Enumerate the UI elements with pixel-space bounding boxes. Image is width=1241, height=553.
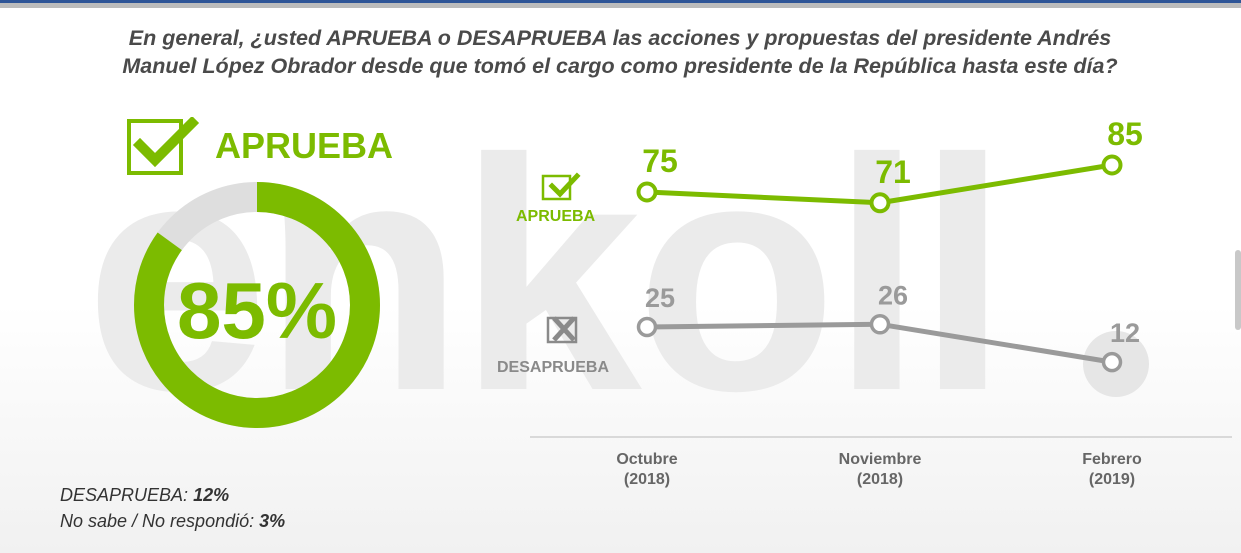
data-point-disapprove: [869, 314, 891, 335]
data-point-disapprove: [1101, 351, 1123, 373]
survey-question-line-2: Manuel López Obrador desde que tomó el c…: [122, 54, 1118, 78]
x-tick-label: Febrero (2019): [1042, 450, 1182, 490]
x-tick-label: Octubre (2018): [577, 450, 717, 490]
x-tick-month: Febrero: [1082, 451, 1142, 468]
data-label-approve: 85: [1107, 116, 1143, 152]
top-accent-bar: [0, 0, 1241, 8]
data-point-approve: [636, 181, 658, 203]
survey-question: En general, ¿usted APRUEBA o DESAPRUEBA …: [40, 24, 1200, 80]
x-tick-year: (2018): [623, 471, 671, 488]
data-label-approve: 71: [875, 154, 911, 190]
top-accent-grey: [0, 3, 1241, 8]
data-point-disapprove: [636, 316, 658, 338]
enkoll-watermark: enkoll: [85, 90, 1009, 459]
data-label-approve: 75: [642, 143, 678, 179]
approve-percentage: 85%: [176, 266, 338, 355]
no-answer-footnote: No sabe / No respondió: 3%: [60, 510, 285, 532]
x-tick-month: Octubre: [616, 451, 678, 468]
no-answer-footnote-label: No sabe / No respondió:: [60, 511, 255, 531]
x-tick-label: Noviembre (2018): [810, 450, 950, 490]
x-tick-month: Noviembre: [838, 451, 922, 468]
data-label-disapprove: 26: [878, 280, 908, 310]
approve-checkbox-icon: [127, 117, 200, 175]
data-point-approve: [1101, 154, 1123, 176]
data-point-approve: [869, 192, 891, 214]
survey-question-line-1: En general, ¿usted APRUEBA o DESAPRUEBA …: [128, 26, 1112, 50]
legend-disapprove-label: DESAPRUEBA: [497, 359, 610, 376]
top-accent-blue: [0, 0, 1241, 3]
no-answer-footnote-value: 3%: [259, 511, 286, 531]
scrollbar-thumb[interactable]: [1235, 250, 1241, 330]
disapprove-footnote-value: 12%: [193, 485, 230, 505]
legend-disapprove-checkbox-icon: [546, 316, 578, 344]
disapprove-footnote-label: DESAPRUEBA:: [60, 485, 189, 505]
disapprove-footnote: DESAPRUEBA: 12%: [60, 484, 229, 506]
donut-approve-arc: [134, 182, 380, 428]
legend-approve-checkbox-icon: [541, 172, 581, 201]
approve-heading: APRUEBA: [215, 125, 394, 166]
data-label-disapprove: 12: [1110, 318, 1140, 348]
approval-donut-chart: [134, 182, 380, 428]
x-tick-year: (2019): [1088, 471, 1136, 488]
legend-approve-label: APRUEBA: [516, 208, 596, 225]
x-tick-year: (2018): [856, 471, 904, 488]
data-label-disapprove: 25: [645, 283, 675, 313]
